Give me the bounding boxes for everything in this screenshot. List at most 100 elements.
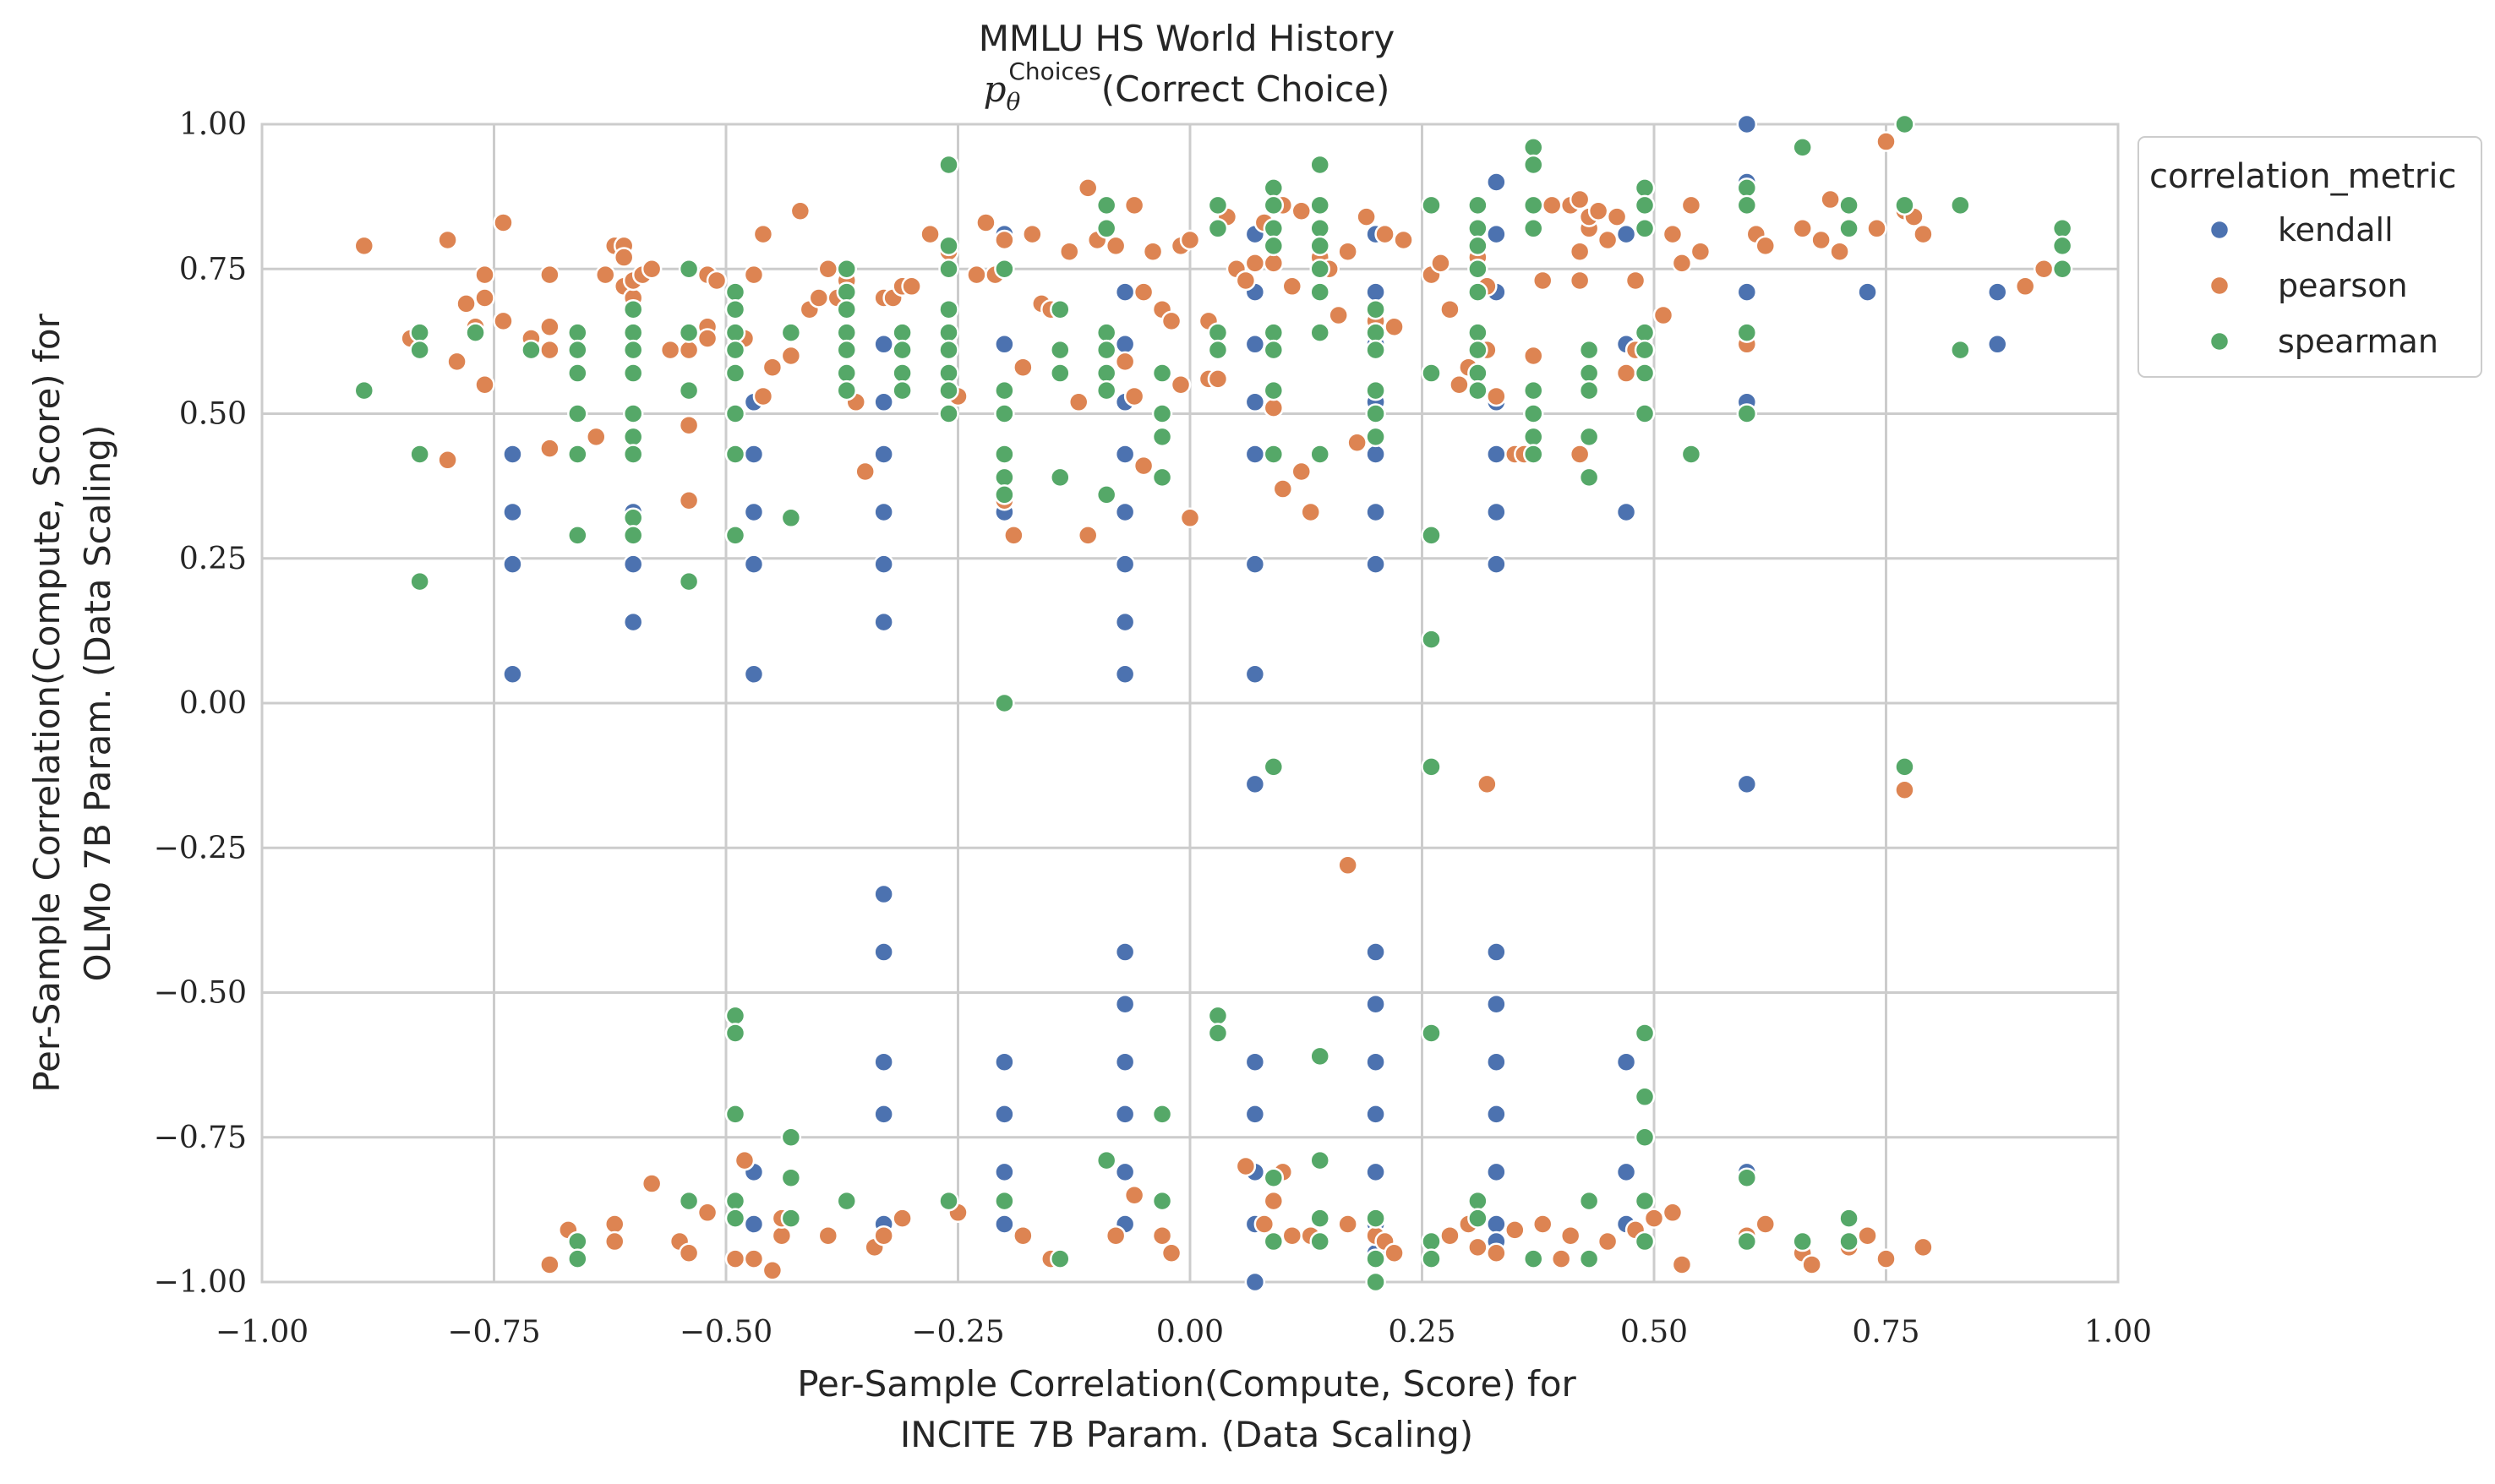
spearman-point (409, 444, 430, 465)
spearman-point (1050, 339, 1071, 361)
pearson-point (1866, 218, 1887, 239)
pearson-point (1680, 194, 1702, 216)
pearson-point (743, 264, 765, 286)
spearman-point (1578, 1190, 1600, 1212)
spearman-point (1467, 1208, 1488, 1229)
spearman-point (1523, 154, 1544, 176)
spearman-point (938, 1190, 959, 1212)
pearson-point (920, 223, 941, 245)
spearman-point (780, 1167, 802, 1188)
pearson-point (1829, 241, 1850, 262)
kendall-point (1615, 1051, 1637, 1072)
kendall-point (743, 501, 765, 523)
x-axis-ticks: −1.00 −0.75 −0.50 −0.25 0.00 0.25 0.50 0.75 1.00 (216, 1315, 2152, 1350)
kendall-point (1114, 334, 1136, 355)
pearson-point (1810, 229, 1832, 251)
pearson-point (1244, 253, 1266, 274)
spearman-point (1523, 403, 1544, 424)
pearson-point (724, 1248, 746, 1269)
pearson-point (1523, 345, 1544, 367)
kendall-point (1365, 993, 1386, 1015)
pearson-point (817, 1225, 839, 1247)
pearson-point (1114, 351, 1136, 373)
y-axis-label: Per-Sample Correlation(Compute, Score) f… (26, 313, 118, 1092)
pearson-point (1170, 374, 1192, 396)
spearman-point (1421, 1248, 1442, 1269)
pearson-point (1384, 1242, 1405, 1263)
y-tick-label: 0.25 (179, 542, 247, 576)
spearman-point (1736, 403, 1758, 424)
legend-entries: kendall pearson spearman (2208, 211, 2438, 360)
pearson-point (1820, 188, 1841, 210)
pearson-point (1133, 281, 1155, 303)
pearson-point (1346, 432, 1368, 453)
spearman-point (1421, 363, 1442, 384)
pearson-point (1875, 131, 1897, 152)
kendall-point (1365, 554, 1386, 575)
pearson-point (854, 461, 876, 483)
spearman-point (567, 322, 588, 343)
pearson-point (892, 1208, 913, 1229)
spearman-point (1207, 1005, 1229, 1027)
pearson-point (1541, 194, 1563, 216)
spearman-point (1263, 756, 1285, 777)
spearman-point (1050, 298, 1071, 320)
spearman-point (1523, 137, 1544, 158)
spearman-point (836, 363, 857, 384)
pearson-point (1439, 1225, 1460, 1247)
legend-label-pearson: pearson (2278, 267, 2408, 304)
spearman-point (409, 322, 430, 343)
spearman-point (1578, 339, 1600, 361)
kendall-point (994, 334, 1015, 355)
y-tick-label: 0.75 (179, 252, 247, 286)
spearman-point (1680, 444, 1702, 465)
spearman-point (622, 322, 644, 343)
spearman-point (1523, 1248, 1544, 1269)
pearson-point (1235, 270, 1257, 292)
spearman-point (1309, 154, 1330, 176)
pearson-point (1263, 397, 1285, 418)
kendall-point (873, 611, 894, 633)
spearman-point (1263, 444, 1285, 465)
spearman-point (1950, 339, 1971, 361)
pearson-point (539, 316, 560, 337)
y-tick-label: 0.50 (179, 397, 247, 432)
pearson-point (1550, 1248, 1572, 1269)
spearman-point (1421, 525, 1442, 546)
spearman-point (1263, 379, 1285, 401)
x-tick-label: −0.75 (447, 1315, 540, 1350)
pearson-point (1671, 253, 1693, 274)
pearson-point (1179, 229, 1201, 251)
spearman-point (622, 444, 644, 465)
spearman-point (1634, 339, 1656, 361)
spearman-point (938, 235, 959, 257)
spearman-point (1151, 363, 1173, 384)
spearman-point (724, 281, 746, 303)
spearman-point (938, 322, 959, 343)
spearman-point (724, 298, 746, 320)
spearman-point (1894, 756, 1915, 777)
spearman-point (1578, 1248, 1600, 1269)
spearman-point (1095, 379, 1117, 401)
spearman-point (1736, 177, 1758, 199)
pearson-point (1690, 241, 1712, 262)
pearson-point (456, 293, 477, 314)
spearman-point (622, 298, 644, 320)
series-spearman (353, 113, 2073, 1293)
pearson-point (1662, 1202, 1684, 1224)
spearman-point (938, 259, 959, 280)
y-axis-label-line-2: OLMo 7B Param. (Data Scaling) (77, 425, 118, 982)
pearson-point (1263, 253, 1285, 274)
spearman-point (724, 1005, 746, 1027)
kendall-point (1365, 941, 1386, 963)
pearson-point (1439, 298, 1460, 320)
kendall-point (1114, 1104, 1136, 1125)
spearman-point (836, 322, 857, 343)
spearman-point (1365, 403, 1386, 424)
y-tick-label: 0.00 (179, 686, 247, 721)
pearson-point (1337, 854, 1358, 876)
spearman-point (1365, 1271, 1386, 1293)
spearman-point (724, 363, 746, 384)
spearman-point (836, 281, 857, 303)
